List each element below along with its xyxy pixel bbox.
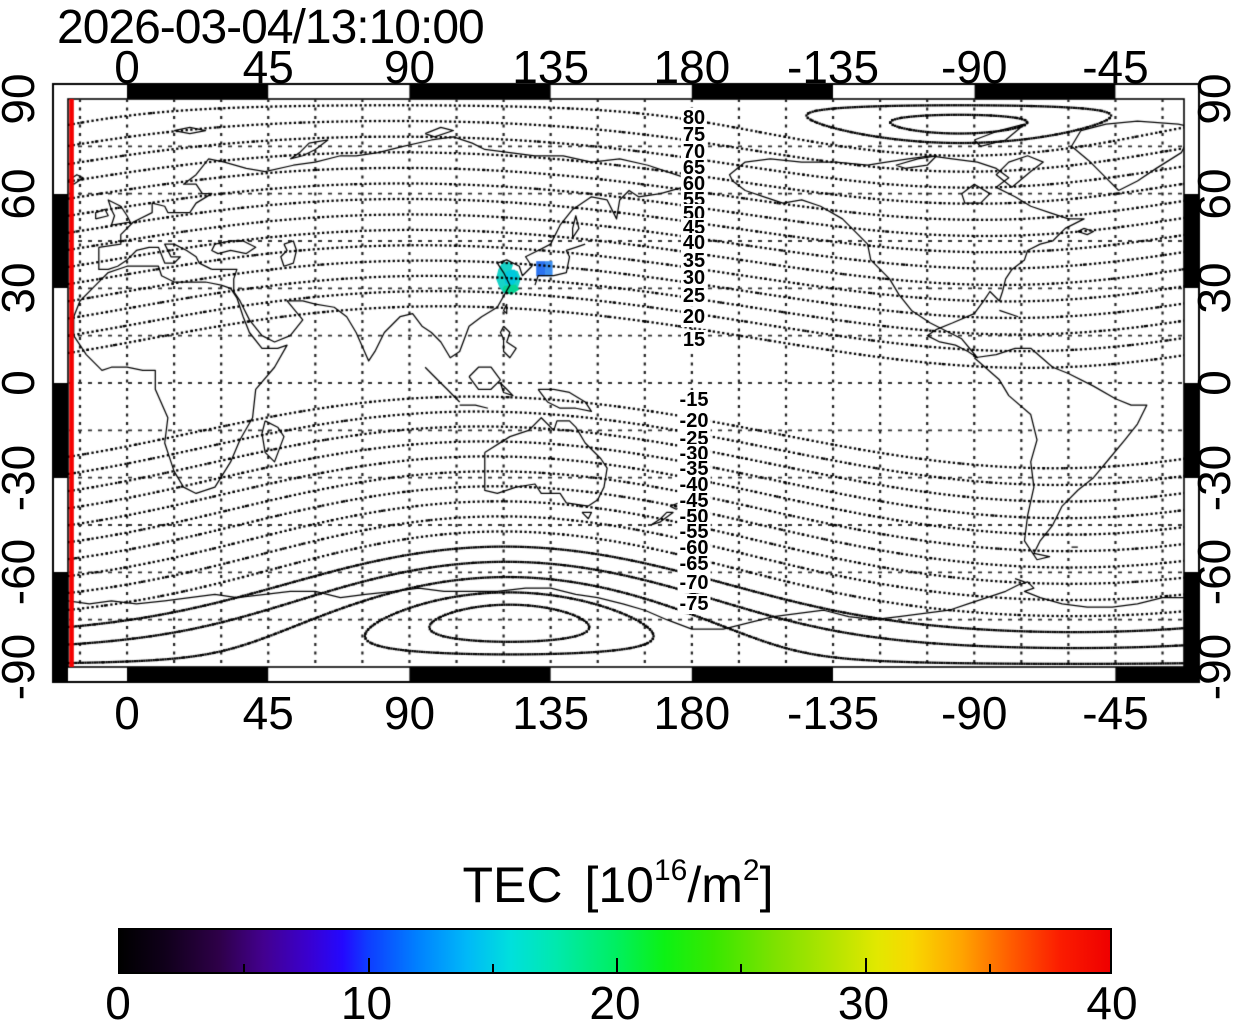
lon-tick-label-top: 180 xyxy=(653,41,731,93)
contour-label: -70 xyxy=(677,572,711,594)
colorbar-tick-label: 10 xyxy=(340,977,393,1021)
colorbar-title-word: TEC xyxy=(462,857,563,913)
lon-tick-label-top: 45 xyxy=(242,41,294,93)
colorbar-title-open: [10 xyxy=(584,857,654,913)
contour-label: 35 xyxy=(680,250,708,272)
contour-label: 70 xyxy=(680,141,708,163)
contour-label: -40 xyxy=(677,474,711,496)
lon-tick-label-top: -45 xyxy=(1082,41,1149,93)
colorbar-title-exponent: 16 xyxy=(654,854,688,888)
lon-tick-label-top: 135 xyxy=(512,41,590,93)
lon-tick-label-bottom: 45 xyxy=(242,687,294,739)
colorbar xyxy=(118,928,1112,974)
lat-tick-label-left: 60 xyxy=(0,168,44,220)
colorbar-title: TEC [1016/m2] xyxy=(462,854,774,914)
lon-tick-label-bottom: -135 xyxy=(787,687,880,739)
colorbar-tick-label: 40 xyxy=(1086,977,1138,1021)
lon-tick-label-bottom: 90 xyxy=(383,687,436,739)
lat-tick-label-right: -30 xyxy=(1188,444,1235,511)
lon-tick-label-bottom: -45 xyxy=(1082,687,1149,739)
colorbar-major-tick xyxy=(616,958,618,972)
contour-label: 15 xyxy=(680,329,708,351)
colorbar-tick-label: 0 xyxy=(105,977,131,1021)
lat-tick-label-right: 30 xyxy=(1188,262,1235,314)
contour-label: 40 xyxy=(680,232,708,254)
colorbar-tick-label: 20 xyxy=(589,977,641,1021)
contour-label: 60 xyxy=(680,173,708,195)
contour-label: -75 xyxy=(677,593,711,615)
lon-tick-label-bottom: 180 xyxy=(653,687,731,739)
lat-tick-label-right: 90 xyxy=(1188,73,1235,125)
contour-label: 30 xyxy=(680,267,708,289)
colorbar-title-mid: /m xyxy=(687,857,743,913)
lat-tick-label-left: 0 xyxy=(0,370,44,396)
colorbar-minor-tick xyxy=(491,964,494,972)
lat-tick-label-right: -60 xyxy=(1188,539,1235,606)
contour-label: -65 xyxy=(677,553,711,575)
lat-tick-label-left: 30 xyxy=(0,262,44,314)
contour-label: -15 xyxy=(677,389,711,411)
colorbar-major-tick xyxy=(864,958,867,972)
lat-tick-label-right: 60 xyxy=(1188,168,1235,220)
timestamp-title: 2026-03-04/13:10:00 xyxy=(57,1,485,54)
contour-label: -45 xyxy=(677,490,711,512)
lat-tick-label-left: -30 xyxy=(0,444,44,511)
lat-tick-label-left: -60 xyxy=(0,539,44,606)
lon-tick-label-top: 0 xyxy=(114,41,140,93)
colorbar-minor-tick xyxy=(988,964,991,972)
colorbar-minor-tick xyxy=(243,964,246,972)
colorbar-tick-label: 30 xyxy=(837,977,890,1021)
contour-label: 20 xyxy=(680,306,708,328)
lat-tick-label-right: 0 xyxy=(1188,370,1235,396)
lat-tick-label-left: 90 xyxy=(0,73,44,125)
lon-tick-label-bottom: -90 xyxy=(941,687,1008,739)
lon-tick-label-bottom: 0 xyxy=(114,687,140,739)
lon-tick-label-top: -135 xyxy=(787,41,880,93)
colorbar-title-exponent-2: 2 xyxy=(742,854,760,888)
lat-tick-label-right: -90 xyxy=(1188,633,1235,701)
contour-label: 25 xyxy=(680,285,708,307)
contour-label: 80 xyxy=(680,107,708,129)
contour-label: -20 xyxy=(677,410,711,432)
contour-label: 75 xyxy=(680,124,708,146)
colorbar-minor-tick xyxy=(740,964,743,972)
colorbar-major-tick xyxy=(367,958,370,972)
contour-label: 65 xyxy=(680,157,708,179)
lon-tick-label-top: -90 xyxy=(941,41,1008,93)
lon-tick-label-top: 90 xyxy=(383,41,436,93)
colorbar-title-close: ] xyxy=(759,857,774,913)
lat-tick-label-left: -90 xyxy=(0,633,44,701)
contour-label: -60 xyxy=(677,537,711,559)
contour-label: -35 xyxy=(677,458,711,480)
contour-label: -55 xyxy=(677,521,711,543)
lon-tick-label-bottom: 135 xyxy=(512,687,590,739)
